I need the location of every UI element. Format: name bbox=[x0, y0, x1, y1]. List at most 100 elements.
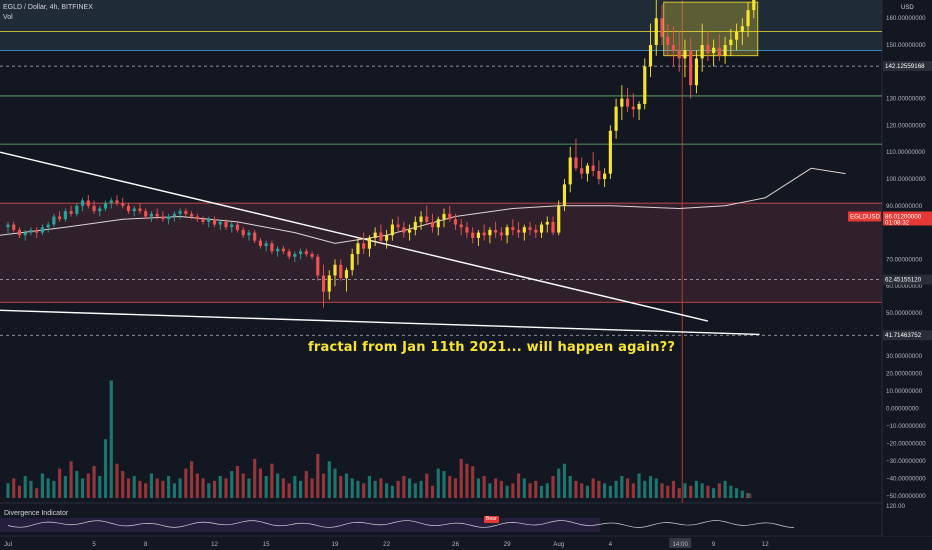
candle-body-123 bbox=[712, 47, 716, 54]
candle-body-104 bbox=[603, 173, 607, 179]
support-zone bbox=[0, 203, 882, 303]
volume-bar-116 bbox=[671, 480, 676, 498]
price-tag-bg-1 bbox=[883, 61, 932, 72]
candle-body-93 bbox=[539, 224, 544, 233]
indicator-axis-label: 120.00 bbox=[886, 503, 905, 510]
volume-bar-117 bbox=[677, 488, 681, 498]
candle-body-83 bbox=[482, 232, 486, 236]
volume-bar-53 bbox=[310, 478, 314, 498]
candle-body-57 bbox=[333, 264, 337, 276]
time-tick-11: 14:00 bbox=[672, 541, 688, 548]
candle-body-72 bbox=[419, 216, 423, 222]
candle-body-130 bbox=[752, 0, 756, 11]
candle-body-26 bbox=[155, 213, 159, 217]
volume-bar-113 bbox=[654, 478, 658, 498]
volume-bar-69 bbox=[402, 475, 406, 498]
divergence-oscillator bbox=[7, 520, 794, 528]
volume-bar-47 bbox=[276, 473, 280, 498]
candle-body-117 bbox=[677, 50, 681, 59]
volume-bar-24 bbox=[144, 483, 148, 498]
volume-bar-31 bbox=[184, 468, 188, 498]
time-tick-7: 26 bbox=[452, 541, 459, 548]
candle-body-16 bbox=[98, 208, 102, 212]
volume-bar-104 bbox=[603, 483, 607, 498]
price-tick-14: 60.00000000 bbox=[886, 283, 923, 290]
candle-body-20 bbox=[121, 203, 125, 206]
candle-body-12 bbox=[75, 205, 79, 214]
volume-bar-90 bbox=[522, 478, 526, 498]
volume-bar-83 bbox=[482, 475, 486, 498]
volume-bar-32 bbox=[190, 461, 194, 498]
candle-body-15 bbox=[92, 205, 96, 212]
candle-body-97 bbox=[562, 184, 567, 206]
volume-bar-120 bbox=[694, 480, 698, 498]
candle-body-73 bbox=[425, 216, 429, 222]
candle-body-86 bbox=[499, 232, 503, 236]
volume-bar-74 bbox=[430, 485, 435, 498]
candle-body-11 bbox=[69, 211, 73, 214]
candle-body-2 bbox=[17, 229, 22, 236]
volume-bar-121 bbox=[700, 483, 704, 498]
candle-body-38 bbox=[224, 221, 228, 228]
volume-bar-68 bbox=[396, 480, 400, 498]
volume-bar-118 bbox=[683, 483, 687, 498]
candle-body-128 bbox=[740, 26, 744, 32]
volume-bar-27 bbox=[161, 480, 165, 498]
candle-body-63 bbox=[367, 237, 371, 249]
volume-bar-17 bbox=[103, 439, 108, 498]
volume-bar-1 bbox=[12, 478, 16, 498]
candle-body-98 bbox=[568, 157, 572, 185]
volume-bar-21 bbox=[126, 478, 131, 498]
volume-bar-77 bbox=[448, 475, 452, 498]
volume-bar-86 bbox=[499, 480, 503, 498]
price-tag-4: 41.71463752 bbox=[885, 332, 922, 339]
candle-body-45 bbox=[264, 243, 268, 246]
candle-body-78 bbox=[453, 219, 458, 225]
candle-body-32 bbox=[190, 213, 194, 217]
candle-body-89 bbox=[517, 229, 521, 233]
volume-bar-66 bbox=[385, 483, 389, 498]
bear-signal-badge: Bear bbox=[484, 516, 499, 523]
volume-bar-25 bbox=[149, 473, 153, 498]
price-tag-bg-4 bbox=[883, 330, 932, 341]
volume-bar-126 bbox=[729, 485, 733, 498]
volume-bar-10 bbox=[63, 475, 67, 498]
candle-body-50 bbox=[293, 254, 297, 257]
candle-body-87 bbox=[505, 227, 509, 236]
candle-body-79 bbox=[459, 224, 463, 228]
volume-bar-5 bbox=[35, 488, 39, 498]
volume-bar-91 bbox=[528, 483, 532, 498]
volume-bar-70 bbox=[408, 478, 412, 498]
volume-bar-106 bbox=[614, 480, 618, 498]
candle-body-37 bbox=[218, 221, 222, 225]
candle-body-100 bbox=[580, 168, 584, 174]
fractal-annotation: fractal from Jan 11th 2021... will happe… bbox=[308, 340, 676, 355]
candle-body-8 bbox=[52, 216, 56, 225]
price-tick-12: 90.00000000 bbox=[886, 203, 923, 210]
volume-bar-14 bbox=[86, 473, 90, 498]
candle-body-125 bbox=[723, 45, 727, 56]
time-tick-3: 12 bbox=[211, 541, 218, 548]
candle-body-124 bbox=[717, 47, 721, 56]
volume-bar-12 bbox=[75, 471, 79, 498]
resistance-zone bbox=[0, 0, 882, 51]
volume-bar-119 bbox=[689, 485, 693, 498]
candle-body-52 bbox=[304, 251, 308, 255]
time-crosshair-tag bbox=[669, 538, 692, 548]
candle-body-71 bbox=[413, 221, 417, 230]
candle-body-110 bbox=[637, 103, 641, 110]
indicator-title: Divergence Indicator bbox=[4, 510, 69, 517]
candle-body-120 bbox=[694, 58, 698, 86]
price-tag-bg-3 bbox=[883, 274, 932, 285]
volume-bar-100 bbox=[580, 483, 584, 498]
volume-bar-123 bbox=[712, 488, 716, 498]
volume-bar-6 bbox=[40, 473, 44, 498]
volume-bar-11 bbox=[69, 461, 73, 498]
candle-body-58 bbox=[339, 264, 343, 279]
volume-bar-15 bbox=[92, 466, 96, 498]
volume-bar-105 bbox=[608, 485, 612, 498]
volume-bar-18 bbox=[109, 380, 113, 498]
volume-bar-127 bbox=[735, 488, 739, 498]
